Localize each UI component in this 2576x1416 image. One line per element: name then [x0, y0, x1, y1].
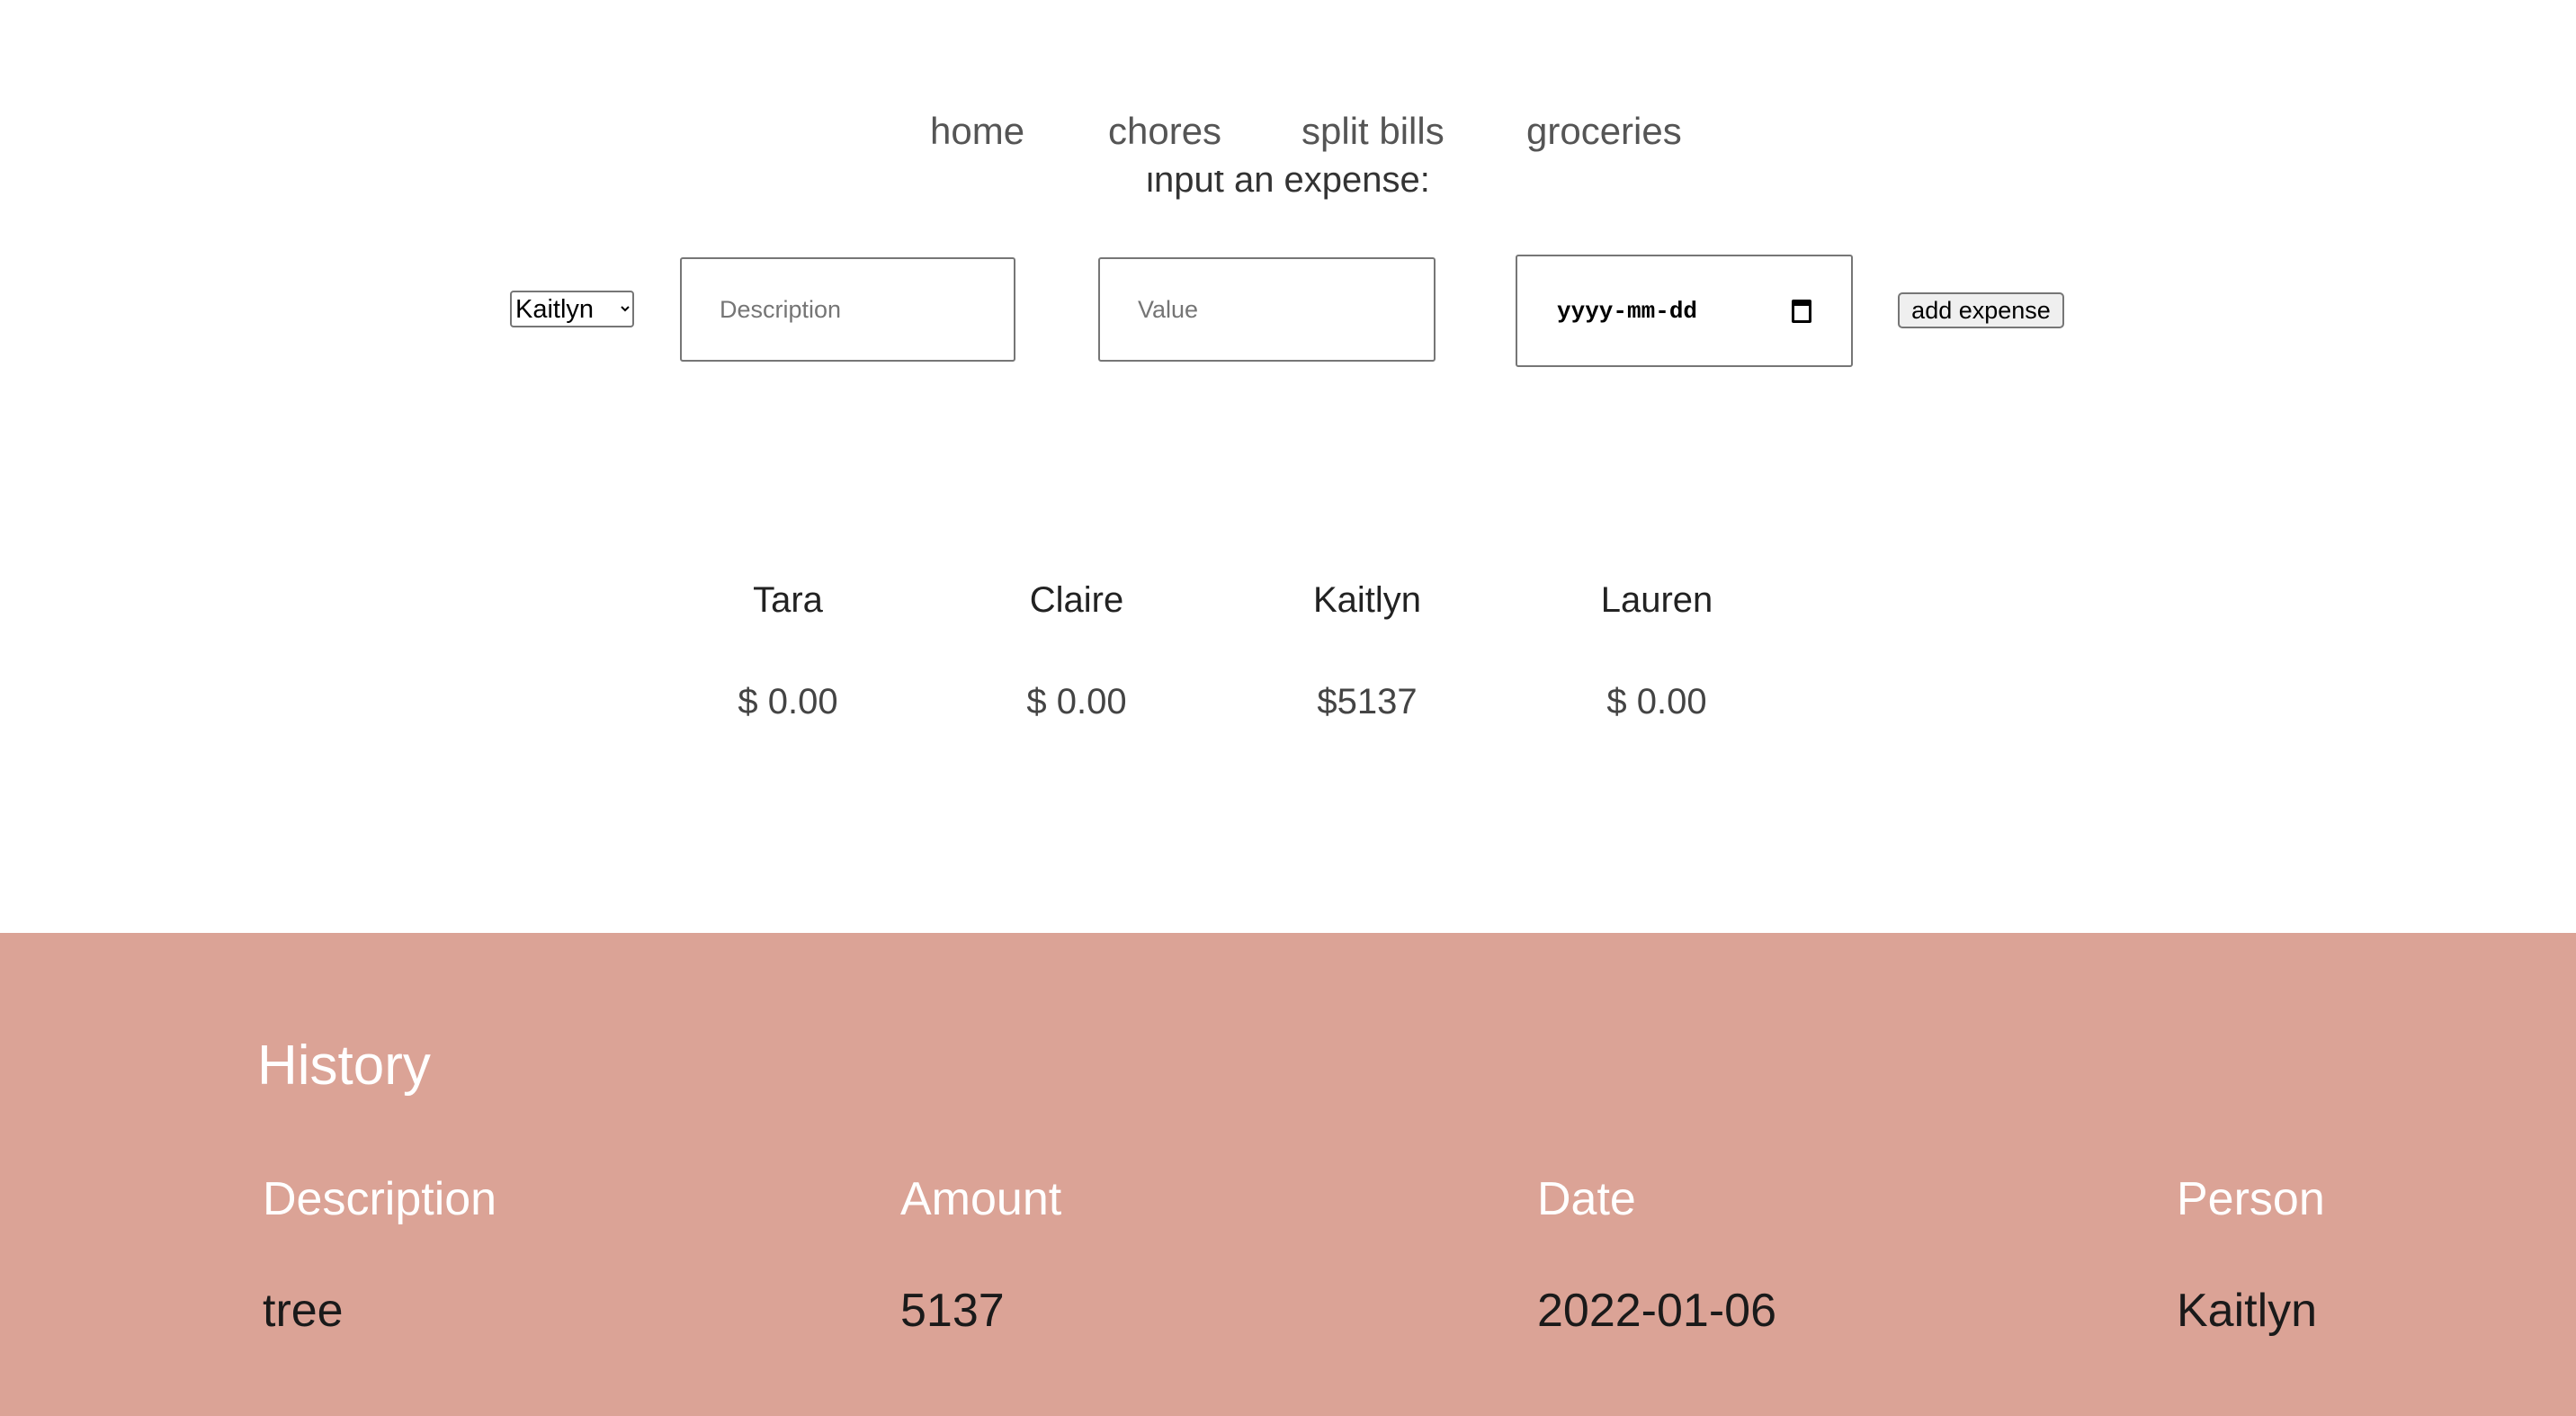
balance-name: Kaitlyn — [1312, 580, 1422, 620]
cell-person: Kaitlyn — [2177, 1285, 2318, 1337]
balance-name: Lauren — [1600, 580, 1713, 620]
cell-amount: 5137 — [900, 1285, 1005, 1337]
value-input[interactable] — [1098, 257, 1436, 362]
cell-description: tree — [263, 1285, 344, 1337]
add-expense-button[interactable]: add expense — [1898, 292, 2064, 328]
person-select[interactable]: Kaitlyn — [510, 291, 634, 327]
column-header-description: Description — [263, 1173, 497, 1225]
balance-name: Tara — [753, 580, 823, 620]
date-placeholder: yyyy-mm-dd — [1557, 297, 1698, 325]
balance-amount: $ 0.00 — [1026, 682, 1127, 721]
column-header-person: Person — [2177, 1173, 2325, 1225]
column-header-amount: Amount — [900, 1173, 1062, 1225]
history-section: History Description Amount Date Person t… — [0, 933, 2576, 1416]
history-title: History — [257, 1035, 431, 1097]
balance-amount: $ 0.00 — [738, 682, 838, 721]
balance-name: Claire — [1029, 580, 1124, 620]
nav-groceries[interactable]: groceries — [1526, 110, 1682, 152]
balance-amount: $5137 — [1317, 682, 1418, 721]
expense-prompt: input an expense: — [1146, 160, 1430, 200]
nav-home[interactable]: home — [930, 110, 1025, 152]
nav-split-bills[interactable]: split bills — [1301, 110, 1445, 152]
cell-date: 2022-01-06 — [1537, 1285, 1776, 1337]
date-input[interactable]: yyyy-mm-dd — [1516, 255, 1853, 367]
calendar-icon[interactable] — [1792, 299, 1811, 323]
description-input[interactable] — [680, 257, 1015, 362]
balance-amount: $ 0.00 — [1606, 682, 1707, 721]
nav-chores[interactable]: chores — [1108, 110, 1222, 152]
column-header-date: Date — [1537, 1173, 1636, 1225]
